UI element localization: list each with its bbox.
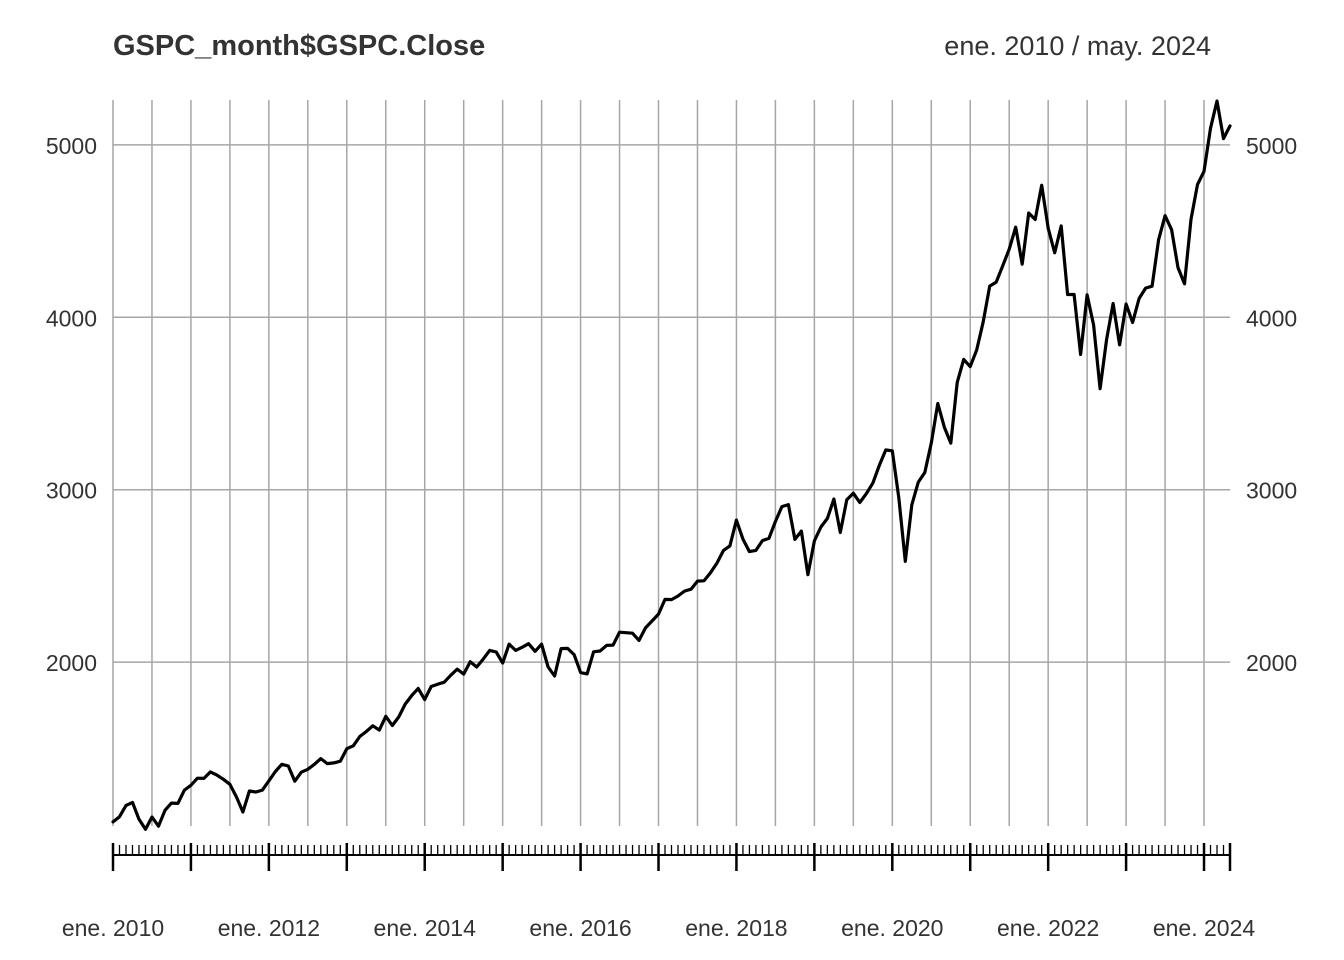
y-tick-label: 4000	[1246, 305, 1297, 331]
date-range-label: ene. 2010 / may. 2024	[944, 31, 1211, 61]
x-axis: ene. 2010 ene. 2012 ene. 2014 ene. 2016 ene.…	[62, 843, 1256, 941]
y-tick-label: 2000	[46, 650, 97, 676]
series-layer	[111, 99, 1232, 831]
x-tick-label: ene. 2022	[997, 915, 1099, 941]
series-line	[111, 99, 1232, 831]
x-tick-label: ene. 2012	[218, 915, 320, 941]
y-tick-label: 2000	[1246, 650, 1297, 676]
x-gridlines	[112, 100, 1205, 826]
x-tick-label: ene. 2010	[62, 915, 164, 941]
y-tick-label: 5000	[46, 133, 97, 159]
y-tick-label: 5000	[1246, 133, 1297, 159]
y-tick-label: 3000	[1246, 478, 1297, 504]
y-axis-left: 2000 3000 4000 5000	[46, 133, 97, 676]
y-tick-label: 3000	[46, 478, 97, 504]
chart-title: GSPC_month$GSPC.Close	[113, 30, 486, 62]
x-tick-label: ene. 2014	[374, 915, 477, 941]
x-tick-label: ene. 2020	[841, 915, 943, 941]
x-tick-label: ene. 2018	[685, 915, 787, 941]
y-tick-label: 4000	[46, 305, 97, 331]
y-gridlines	[113, 144, 1230, 663]
y-axis-right: 2000 3000 4000 5000	[1246, 133, 1297, 676]
x-tick-label: ene. 2016	[529, 915, 631, 941]
x-tick-label: ene. 2024	[1153, 915, 1256, 941]
